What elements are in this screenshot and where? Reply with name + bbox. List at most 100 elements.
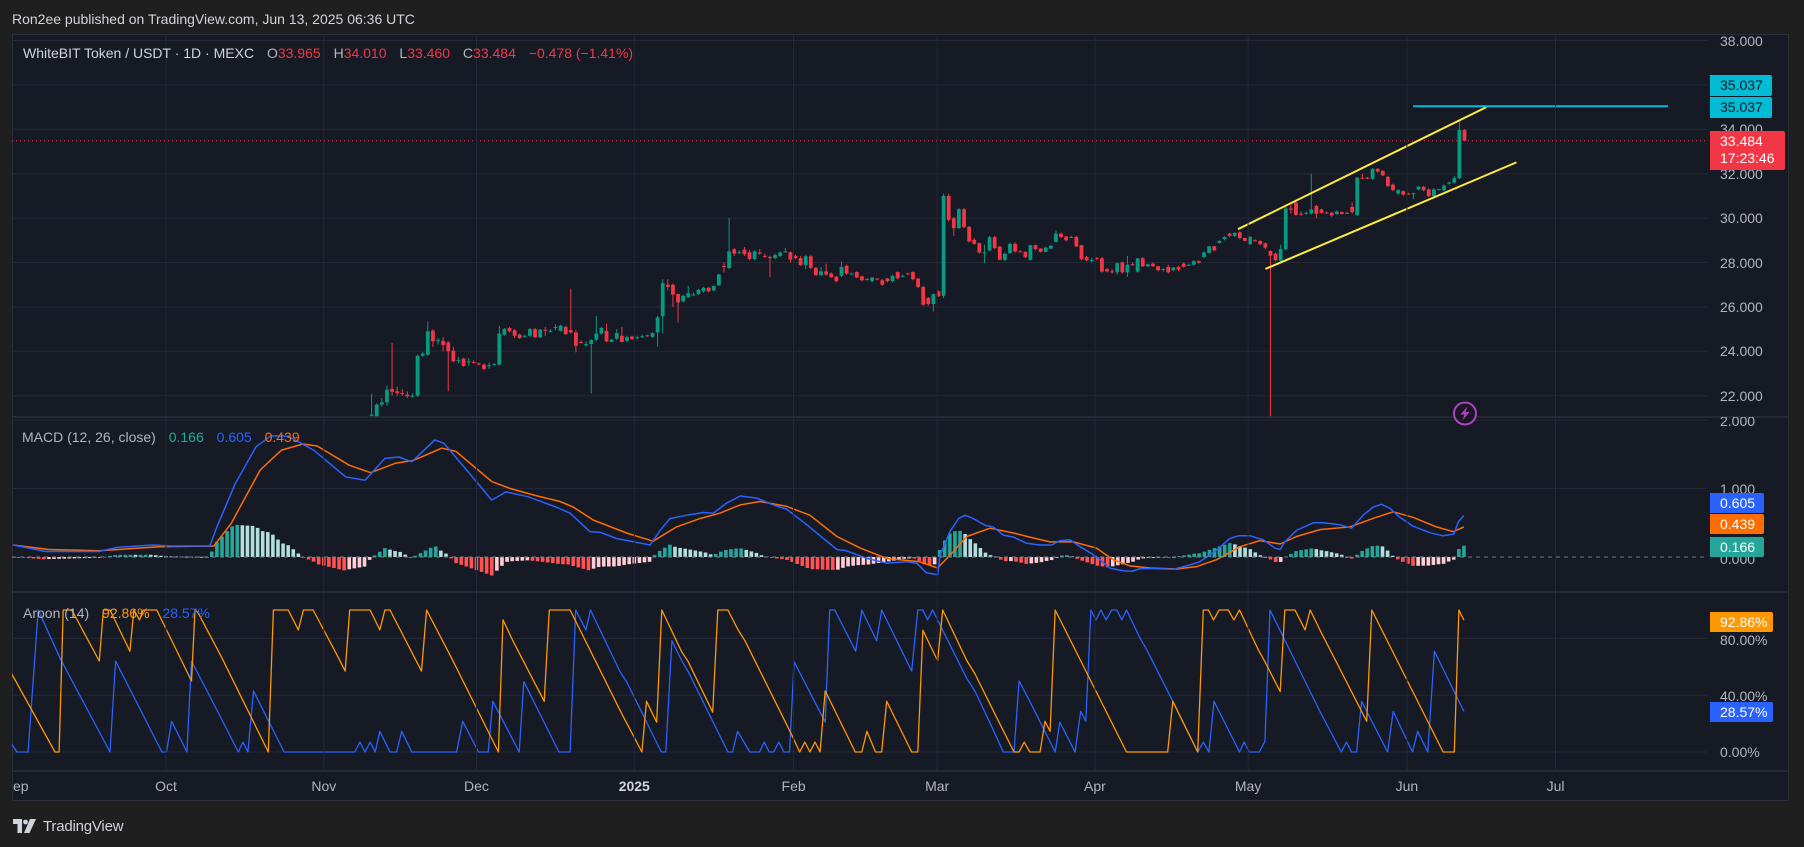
macd-histogram-bar (673, 546, 677, 557)
candle (1151, 262, 1155, 267)
candle (625, 335, 629, 343)
macd-histogram-bar (393, 551, 397, 557)
candle (1396, 189, 1401, 195)
macd-histogram-bar (1294, 551, 1298, 557)
macd-histogram-bar (1411, 557, 1415, 566)
candle (957, 208, 961, 230)
macd-legend: MACD (12, 26, close) 0.166 0.605 0.439 (22, 428, 300, 446)
aroon-up-value: 92.86% (102, 605, 150, 621)
candle (1447, 181, 1452, 185)
time-axis[interactable]: ep Oct Nov Dec 2025 Feb Mar Apr May Jun … (12, 771, 1707, 802)
macd-histogram-bar (576, 557, 581, 568)
price-axis[interactable]: 38.000 36.000 34.000 32.000 30.000 28.00… (1707, 34, 1790, 417)
macd-histogram-bar (927, 557, 932, 566)
macd-histogram-bar (62, 557, 66, 559)
aroon-title: Aroon (14) (23, 605, 90, 621)
candle (456, 356, 461, 364)
macd-histogram-bar (1451, 557, 1456, 560)
candle (783, 248, 788, 253)
macd-histogram-bar (113, 555, 117, 557)
time-label: Oct (155, 778, 177, 794)
macd-histogram-bar (388, 549, 392, 557)
aroon-axis[interactable]: 80.00% 40.00% 0.00% 92.86% 28.57% (1707, 592, 1790, 771)
time-label: May (1234, 778, 1262, 794)
candle (870, 276, 875, 283)
macd-histogram-bar (159, 555, 163, 557)
low-label: L (399, 45, 408, 61)
macd-signal-tag: 0.439 (1710, 514, 1764, 534)
candle (512, 329, 517, 338)
macd-histogram-bar (1243, 547, 1247, 557)
candle (752, 250, 757, 261)
macd-histogram-bar (1304, 549, 1308, 557)
symbol-legend: WhiteBIT Token / USDT · 1D · MEXC O33.96… (23, 44, 633, 62)
candle (1232, 232, 1237, 237)
macd-histogram-bar (1319, 550, 1324, 557)
candle (660, 279, 665, 334)
candle (1028, 244, 1033, 261)
aroon-pane (12, 609, 1707, 753)
time-label: Jul (1546, 778, 1565, 794)
candle (538, 329, 543, 338)
candle (1212, 245, 1217, 252)
candle (814, 266, 818, 276)
macd-histogram-bar (668, 544, 672, 557)
macd-histogram-bar (1233, 544, 1237, 557)
candle (1263, 242, 1268, 250)
macd-histogram-bar (596, 557, 601, 568)
low-value: 33.460 (407, 45, 451, 61)
macd-histogram-bar (1421, 557, 1426, 566)
candle (671, 283, 675, 307)
candle (757, 249, 762, 255)
candle (737, 250, 742, 254)
last-price-tag: 33.484 17:23:46 (1710, 131, 1785, 170)
macd-histogram-bar (729, 549, 733, 557)
candle (1125, 255, 1130, 277)
macd-histogram-bar (1360, 550, 1364, 557)
macd-histogram-bar (26, 557, 31, 559)
macd-histogram-bar (286, 545, 290, 557)
candle (635, 335, 640, 340)
macd-histogram-bar (1365, 548, 1370, 557)
high-value: 34.010 (343, 45, 387, 61)
macd-histogram-bar (123, 554, 128, 557)
macd-line-value: 0.605 (216, 429, 252, 445)
candle (1355, 177, 1360, 216)
macd-histogram-bar (881, 557, 886, 563)
macd-histogram-bar (897, 557, 901, 560)
macd-histogram-bar (1212, 548, 1217, 557)
candle (747, 250, 752, 261)
macd-histogram-bar (1253, 552, 1258, 557)
macd-histogram-bar (1044, 557, 1049, 561)
macd-histogram-bar (1248, 549, 1252, 557)
tradingview-branding[interactable]: TradingView (13, 816, 124, 836)
candle (1166, 264, 1171, 274)
macd-title: MACD (12, 26, close) (22, 429, 156, 445)
macd-histogram-bar (1370, 546, 1375, 557)
macd-histogram-bar (622, 557, 626, 565)
candle (1391, 183, 1395, 192)
candle (803, 254, 808, 270)
macd-histogram-bar (408, 557, 413, 558)
macd-histogram-bar (1375, 545, 1380, 557)
candle (441, 336, 446, 352)
macd-histogram-bar (245, 525, 250, 557)
candle (1401, 190, 1406, 196)
macd-histogram-bar (479, 557, 484, 572)
macd-histogram-bar (1202, 551, 1207, 557)
candle (972, 238, 977, 245)
candle (451, 346, 456, 363)
macd-axis[interactable]: 2.000 1.000 0.000 0.605 0.439 0.166 (1707, 417, 1790, 592)
macd-histogram-bar (708, 554, 713, 557)
macd-histogram-bar (545, 557, 550, 563)
candle (1294, 201, 1298, 216)
macd-histogram-bar (851, 557, 855, 566)
macd-histogram-bar (276, 539, 280, 557)
macd-histogram-bar (199, 556, 204, 558)
macd-histogram-bar (612, 557, 616, 567)
candle (1181, 262, 1186, 268)
candle (410, 393, 415, 398)
candle (630, 335, 634, 341)
candle (1033, 244, 1038, 251)
